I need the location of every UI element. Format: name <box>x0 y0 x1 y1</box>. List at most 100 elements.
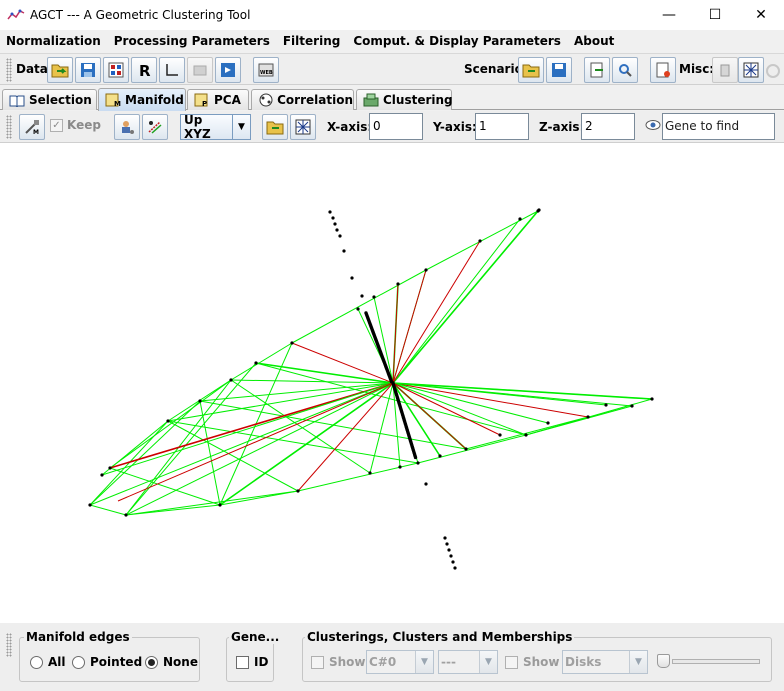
gene-point[interactable] <box>166 419 170 423</box>
gene-point[interactable] <box>586 415 590 419</box>
gene-point[interactable] <box>290 341 294 345</box>
gene-point[interactable] <box>546 421 550 425</box>
gene-point[interactable] <box>438 454 442 458</box>
gene-point[interactable] <box>478 239 482 243</box>
gene-point[interactable] <box>108 466 112 470</box>
gene-point[interactable] <box>218 503 222 507</box>
panel-grip[interactable] <box>6 633 12 657</box>
scenario-stop-button[interactable] <box>650 57 676 83</box>
gene-point[interactable] <box>604 403 608 407</box>
toolbar-grip[interactable] <box>6 58 12 82</box>
view-scenario-button[interactable] <box>612 57 638 83</box>
tab-manifold[interactable]: M Manifold <box>98 88 186 111</box>
axes-button[interactable] <box>159 57 185 83</box>
gene-point[interactable] <box>416 461 420 465</box>
gene-point[interactable] <box>449 554 453 558</box>
gene-point[interactable] <box>518 217 522 221</box>
gene-point[interactable] <box>630 404 634 408</box>
gene-point[interactable] <box>229 378 233 382</box>
gene-point[interactable] <box>368 471 372 475</box>
gene-point[interactable] <box>424 482 428 486</box>
display-mode-select[interactable]: Disks ▼ <box>562 650 648 674</box>
gene-search-input[interactable]: Gene to find <box>662 113 775 140</box>
gene-point[interactable] <box>396 282 400 286</box>
gene-point[interactable] <box>198 399 202 403</box>
gene-point[interactable] <box>124 513 128 517</box>
edges-none-radio[interactable]: None <box>145 655 198 669</box>
maximize-button[interactable]: ☐ <box>708 7 722 23</box>
gene-point[interactable] <box>372 295 376 299</box>
tab-clustering[interactable]: Clustering <box>356 89 453 110</box>
r-button[interactable]: R <box>131 57 157 83</box>
menu-comput-display-parameters[interactable]: Comput. & Display Parameters <box>353 34 561 48</box>
gene-point[interactable] <box>413 455 418 460</box>
edges-pointed-radio[interactable]: Pointed <box>72 655 142 669</box>
x-axis-input[interactable]: 0 <box>369 113 423 140</box>
cluster-select[interactable]: --- ▼ <box>438 650 498 674</box>
gene-point[interactable] <box>451 560 455 564</box>
gene-point[interactable] <box>650 397 654 401</box>
manifold-plot[interactable] <box>0 143 784 623</box>
save-image-button[interactable] <box>215 57 241 83</box>
gene-point[interactable] <box>100 473 104 477</box>
gene-point[interactable] <box>537 208 541 212</box>
gene-point[interactable] <box>331 216 335 220</box>
gene-point[interactable] <box>338 234 342 238</box>
membership-slider-track[interactable] <box>672 659 760 664</box>
gene-point[interactable] <box>443 536 447 540</box>
user-tool-button[interactable] <box>114 114 140 140</box>
disabled-tool-button[interactable] <box>187 57 213 83</box>
gene-point[interactable] <box>447 548 451 552</box>
misc-clear-button[interactable] <box>712 57 738 83</box>
gene-point[interactable] <box>350 276 354 280</box>
gene-point[interactable] <box>398 465 402 469</box>
misc-grid-button[interactable] <box>738 57 764 83</box>
gene-point[interactable] <box>296 489 300 493</box>
gene-point[interactable] <box>328 210 332 214</box>
web-button[interactable]: WEB <box>253 57 279 83</box>
edges-all-radio[interactable]: All <box>30 655 66 669</box>
orientation-combo[interactable]: Up XYZ ▼ <box>180 113 251 141</box>
gene-point[interactable] <box>88 503 92 507</box>
gene-point[interactable] <box>254 361 258 365</box>
minimize-button[interactable]: — <box>662 7 676 23</box>
gene-point[interactable] <box>445 542 449 546</box>
z-axis-input[interactable]: 2 <box>581 113 635 140</box>
gene-id-checkbox[interactable]: ID <box>236 655 268 669</box>
gene-point[interactable] <box>342 249 346 253</box>
keep-checkbox[interactable]: ✓ Keep <box>50 118 101 132</box>
grid-view-button[interactable] <box>290 114 316 140</box>
show-display-checkbox[interactable]: Show <box>505 655 560 669</box>
load-scenario-button[interactable] <box>518 57 544 83</box>
gene-point[interactable] <box>453 566 457 570</box>
tab-pca[interactable]: P PCA <box>187 89 249 110</box>
tab-correlation[interactable]: Correlation <box>251 89 354 110</box>
gene-point[interactable] <box>524 433 528 437</box>
y-axis-input[interactable]: 1 <box>475 113 529 140</box>
heatmap-button[interactable] <box>103 57 129 83</box>
gene-point[interactable] <box>333 222 337 226</box>
gene-point[interactable] <box>356 307 360 311</box>
menu-normalization[interactable]: Normalization <box>6 34 101 48</box>
gene-point[interactable] <box>335 228 339 232</box>
gene-point[interactable] <box>424 268 428 272</box>
pointer-tool-button[interactable] <box>142 114 168 140</box>
save-data-button[interactable] <box>75 57 101 83</box>
gene-point[interactable] <box>498 433 502 437</box>
menu-about[interactable]: About <box>573 34 615 48</box>
open-view-button[interactable] <box>262 114 288 140</box>
close-button[interactable]: ✕ <box>755 7 767 23</box>
menu-processing-parameters[interactable]: Processing Parameters <box>113 34 270 48</box>
manifold-settings-button[interactable]: M <box>19 114 45 140</box>
toolbar-grip[interactable] <box>6 115 12 139</box>
show-clustering-checkbox[interactable]: Show <box>311 655 366 669</box>
tab-selection[interactable]: Selection <box>2 89 97 110</box>
gene-point[interactable] <box>360 294 364 298</box>
execute-scenario-button[interactable] <box>584 57 610 83</box>
clustering-select[interactable]: C#0 ▼ <box>366 650 434 674</box>
gene-point[interactable] <box>464 447 468 451</box>
menu-filtering[interactable]: Filtering <box>282 34 341 48</box>
manifold-canvas[interactable] <box>0 143 784 623</box>
open-data-button[interactable] <box>47 57 73 83</box>
save-scenario-button[interactable] <box>546 57 572 83</box>
